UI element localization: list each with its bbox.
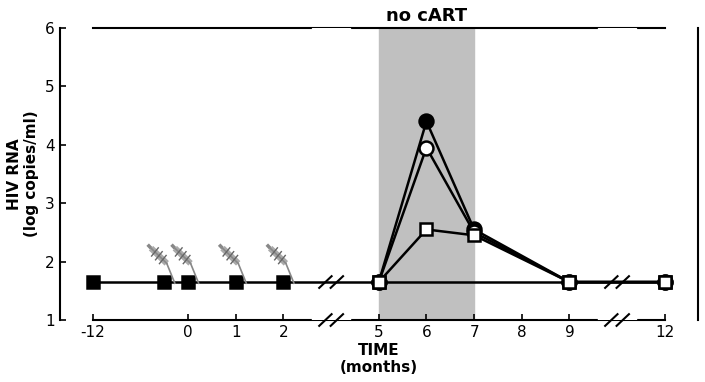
- X-axis label: TIME
(months): TIME (months): [340, 343, 418, 375]
- Bar: [598, 28, 636, 320]
- Y-axis label: HIV RNA
(log copies/ml): HIV RNA (log copies/ml): [7, 111, 39, 237]
- Bar: [312, 28, 350, 320]
- Text: no cART: no cART: [386, 7, 467, 25]
- Bar: [379, 28, 474, 320]
